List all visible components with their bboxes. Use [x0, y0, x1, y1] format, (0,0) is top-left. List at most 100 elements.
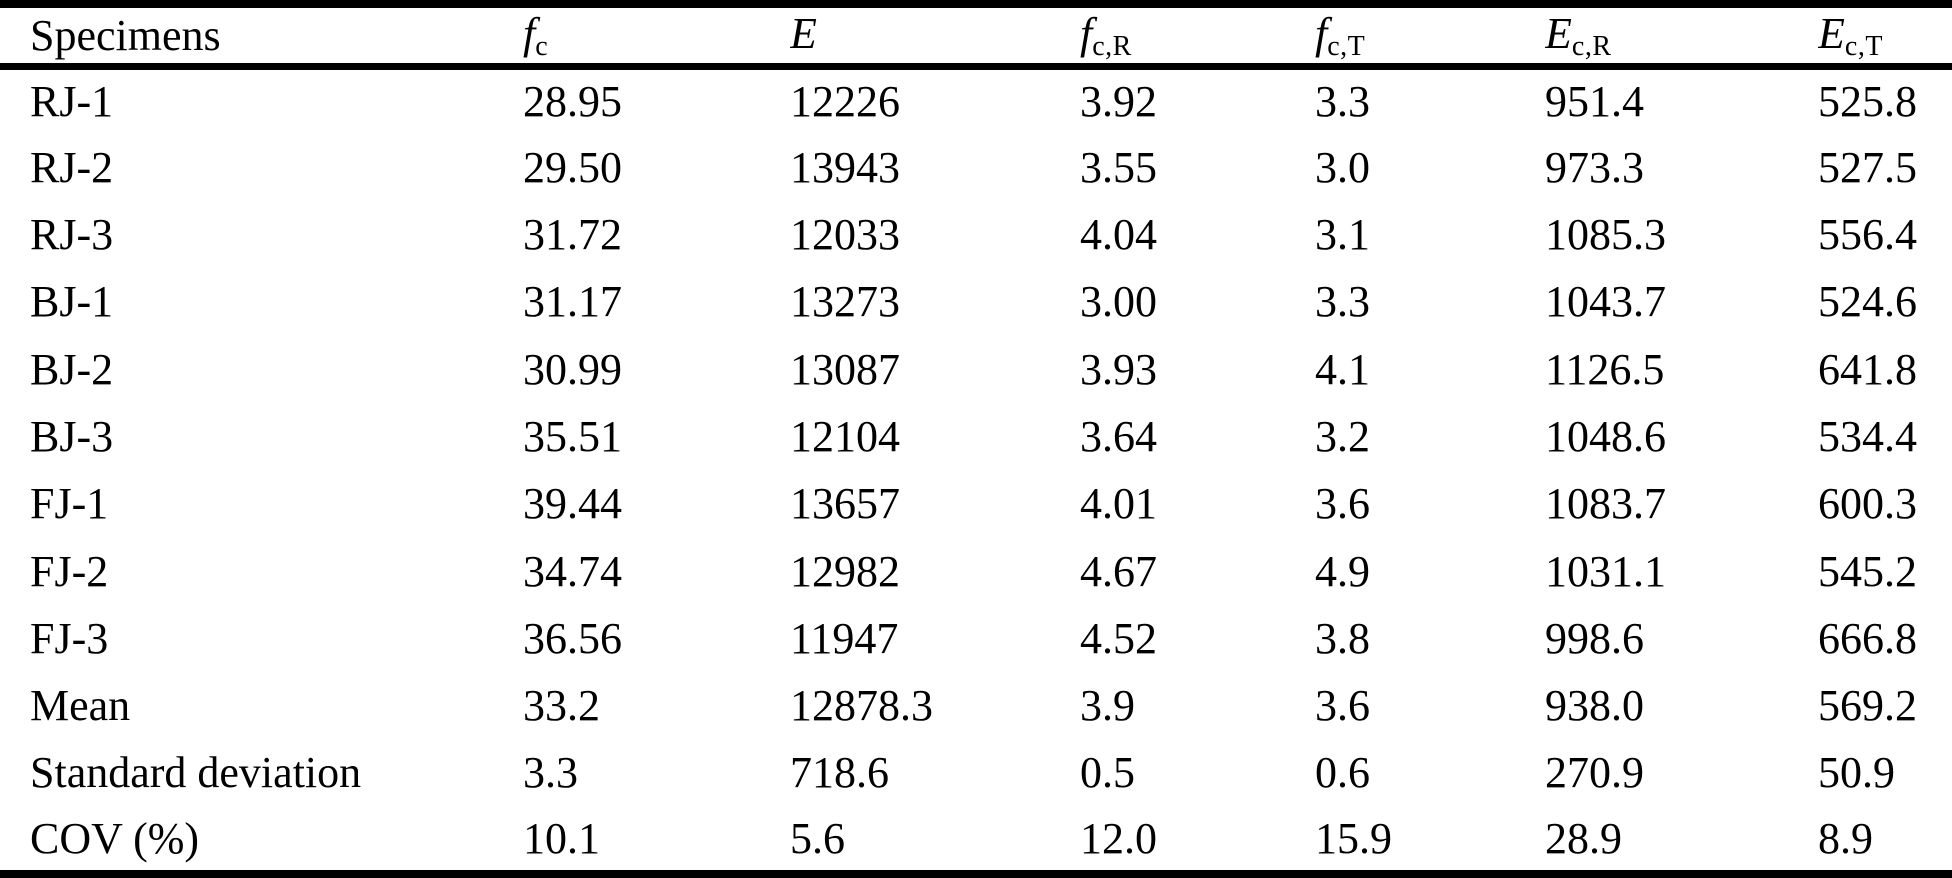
value-cell: 28.9 — [1545, 813, 1622, 863]
value-cell: 30.99 — [523, 344, 622, 394]
specimen-cell: RJ-1 — [30, 77, 114, 127]
value-cell: 1031.1 — [1545, 546, 1666, 596]
value-cell: 36.56 — [523, 613, 622, 663]
specimen-cell: RJ-3 — [30, 210, 114, 260]
value-cell: 11947 — [790, 613, 899, 663]
header-subscript: c,T — [1844, 31, 1883, 62]
table-row: FJ-3 36.56 11947 4.52 3.8 998.6 666.8 — [0, 605, 1952, 672]
column-header-fc: fc — [523, 4, 790, 70]
specimen-cell: BJ-3 — [30, 412, 114, 462]
header-subscript: c,T — [1327, 31, 1366, 62]
value-cell: 998.6 — [1545, 613, 1644, 663]
specimen-cell: COV (%) — [30, 813, 200, 863]
value-cell: 666.8 — [1818, 613, 1917, 663]
value-cell: 5.6 — [790, 813, 845, 863]
column-header-specimens: Specimens — [0, 4, 523, 70]
value-cell: 4.01 — [1080, 479, 1157, 529]
value-cell: 13273 — [790, 277, 900, 327]
specimen-cell: Mean — [30, 681, 131, 731]
value-cell: 3.2 — [1315, 412, 1370, 462]
value-cell: 13657 — [790, 479, 900, 529]
value-cell: 3.00 — [1080, 277, 1157, 327]
value-cell: 10.1 — [523, 813, 600, 863]
table-row: RJ-1 28.95 12226 3.92 3.3 951.4 525.8 — [0, 67, 1952, 134]
value-cell: 3.55 — [1080, 142, 1157, 192]
value-cell: 39.44 — [523, 479, 622, 529]
value-cell: 12226 — [790, 77, 900, 127]
table-row: BJ-2 30.99 13087 3.93 4.1 1126.5 641.8 — [0, 336, 1952, 403]
value-cell: 3.3 — [1315, 77, 1370, 127]
specimen-cell: FJ-3 — [30, 613, 109, 663]
header-row: Specimens fc E fc,R fc,T Ec,R Ec,T — [0, 4, 1952, 70]
value-cell: 4.67 — [1080, 546, 1157, 596]
value-cell: 534.4 — [1818, 412, 1917, 462]
column-header-fcr: fc,R — [1080, 4, 1315, 70]
value-cell: 524.6 — [1818, 277, 1917, 327]
value-cell: 525.8 — [1818, 77, 1917, 127]
table-row: RJ-2 29.50 13943 3.55 3.0 973.3 527.5 — [0, 134, 1952, 201]
value-cell: 938.0 — [1545, 681, 1644, 731]
value-cell: 4.9 — [1315, 546, 1370, 596]
value-cell: 12104 — [790, 412, 900, 462]
value-cell: 527.5 — [1818, 142, 1917, 192]
value-cell: 3.1 — [1315, 210, 1370, 260]
value-cell: 951.4 — [1545, 77, 1644, 127]
table-row: FJ-2 34.74 12982 4.67 4.9 1031.1 545.2 — [0, 537, 1952, 604]
value-cell: 1048.6 — [1545, 412, 1666, 462]
header-symbol: E — [790, 9, 817, 58]
value-cell: 973.3 — [1545, 142, 1644, 192]
value-cell: 1085.3 — [1545, 210, 1666, 260]
value-cell: 12033 — [790, 210, 900, 260]
specimen-cell: Standard deviation — [30, 748, 362, 798]
value-cell: 28.95 — [523, 77, 622, 127]
value-cell: 3.93 — [1080, 344, 1157, 394]
value-cell: 3.64 — [1080, 412, 1157, 462]
value-cell: 556.4 — [1818, 210, 1917, 260]
table-row: BJ-1 31.17 13273 3.00 3.3 1043.7 524.6 — [0, 268, 1952, 335]
column-header-ect: Ec,T — [1818, 4, 1952, 70]
value-cell: 0.6 — [1315, 748, 1370, 798]
value-cell: 15.9 — [1315, 813, 1392, 863]
table-row: RJ-3 31.72 12033 4.04 3.1 1085.3 556.4 — [0, 201, 1952, 268]
header-subscript: c — [535, 31, 549, 62]
table-body: RJ-1 28.95 12226 3.92 3.3 951.4 525.8 RJ… — [0, 67, 1952, 875]
header-symbol: f — [1080, 9, 1093, 58]
value-cell: 29.50 — [523, 142, 622, 192]
table-row: FJ-1 39.44 13657 4.01 3.6 1083.7 600.3 — [0, 470, 1952, 537]
header-symbol: E — [1545, 9, 1572, 58]
specimen-cell: FJ-2 — [30, 546, 109, 596]
value-cell: 12878.3 — [790, 681, 933, 731]
value-cell: 1126.5 — [1545, 344, 1665, 394]
header-symbol: f — [1315, 9, 1328, 58]
table-header: Specimens fc E fc,R fc,T Ec,R Ec,T — [0, 4, 1952, 70]
value-cell: 1083.7 — [1545, 479, 1666, 529]
value-cell: 600.3 — [1818, 479, 1917, 529]
value-cell: 3.3 — [523, 748, 578, 798]
value-cell: 3.92 — [1080, 77, 1157, 127]
value-cell: 718.6 — [790, 748, 889, 798]
column-header-e: E — [790, 4, 1080, 70]
value-cell: 33.2 — [523, 681, 600, 731]
value-cell: 569.2 — [1818, 681, 1917, 731]
value-cell: 3.6 — [1315, 681, 1370, 731]
value-cell: 3.9 — [1080, 681, 1135, 731]
value-cell: 34.74 — [523, 546, 622, 596]
value-cell: 4.1 — [1315, 344, 1370, 394]
header-symbol: f — [523, 9, 536, 58]
value-cell: 641.8 — [1818, 344, 1917, 394]
table-row: Mean 33.2 12878.3 3.9 3.6 938.0 569.2 — [0, 672, 1952, 739]
value-cell: 1043.7 — [1545, 277, 1666, 327]
specimen-cell: RJ-2 — [30, 142, 114, 192]
value-cell: 35.51 — [523, 412, 622, 462]
value-cell: 13943 — [790, 142, 900, 192]
header-symbol: E — [1818, 9, 1845, 58]
value-cell: 545.2 — [1818, 546, 1917, 596]
value-cell: 3.6 — [1315, 479, 1370, 529]
value-cell: 4.52 — [1080, 613, 1157, 663]
column-header-fct: fc,T — [1315, 4, 1545, 70]
header-subscript: c,R — [1571, 31, 1612, 62]
table-row: Standard deviation 3.3 718.6 0.5 0.6 270… — [0, 739, 1952, 806]
value-cell: 12982 — [790, 546, 900, 596]
